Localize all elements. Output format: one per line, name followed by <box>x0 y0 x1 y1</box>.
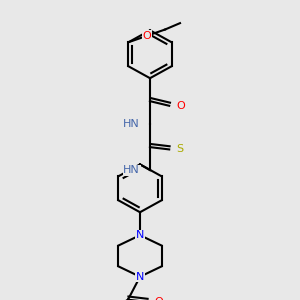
Text: N: N <box>136 230 144 240</box>
Text: N: N <box>136 272 144 282</box>
Text: O: O <box>154 297 163 300</box>
Text: S: S <box>176 144 184 154</box>
Text: O: O <box>176 101 185 111</box>
Text: O: O <box>142 31 151 41</box>
Text: HN: HN <box>123 119 140 129</box>
Text: HN: HN <box>123 165 140 175</box>
